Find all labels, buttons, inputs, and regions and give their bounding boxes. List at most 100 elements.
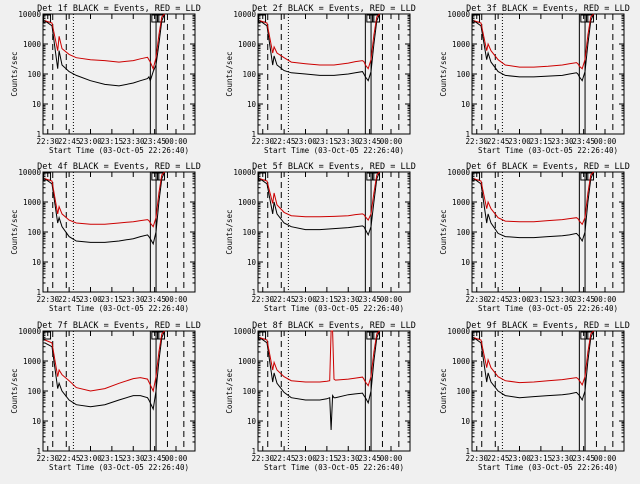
- x-tick-label: 00:00: [380, 295, 403, 304]
- y-tick-label: 10000: [18, 327, 41, 336]
- x-tick-label: 23:00: [294, 295, 317, 304]
- y-tick-label: 1: [36, 130, 41, 139]
- y-axis-label: Counts/sec: [10, 368, 19, 413]
- panel-title: Det 4f BLACK = Events, RED = LLD: [37, 162, 201, 172]
- y-tick-label: 100: [27, 228, 41, 237]
- x-tick-label: 23:45: [143, 137, 166, 146]
- x-tick-label: 23:45: [143, 454, 166, 463]
- lld-series-line: [473, 171, 594, 226]
- events-series-line: [259, 171, 381, 237]
- detector-panel: Det 6f BLACK = Events, RED = LLD 1 10 100 10…: [439, 162, 630, 313]
- x-tick-label: 23:30: [551, 137, 574, 146]
- y-tick-label: 1: [465, 447, 470, 456]
- x-tick-label: 23:00: [508, 137, 531, 146]
- x-tick-label: 22:45: [273, 454, 296, 463]
- marker-box: [580, 172, 589, 181]
- y-tick-label: 10000: [233, 327, 256, 336]
- y-tick-label: 10: [32, 417, 42, 426]
- detector-panel: Det 2f BLACK = Events, RED = LLD 1 10 100 10…: [225, 4, 416, 155]
- x-tick-label: 22:30: [465, 137, 488, 146]
- events-series-line: [44, 171, 166, 246]
- y-tick-label: 10: [32, 258, 42, 267]
- y-tick-label: 10: [247, 100, 257, 109]
- y-axis-label: Counts/sec: [439, 368, 448, 413]
- marker-box: [580, 331, 589, 340]
- y-tick-label: 10: [32, 100, 42, 109]
- x-tick-label: 00:00: [594, 454, 617, 463]
- events-series-line: [473, 330, 595, 402]
- x-axis-label: Start Time (03-Oct-05 22:26:40): [49, 304, 189, 313]
- x-tick-label: 22:30: [36, 137, 59, 146]
- y-axis-label: Counts/sec: [10, 51, 19, 96]
- detector-panel: Det 8f BLACK = Events, RED = LLD 1 10 100 10…: [225, 321, 416, 472]
- y-axis-label: Counts/sec: [225, 51, 234, 96]
- x-tick-label: 23:45: [572, 295, 595, 304]
- panel-title: Det 8f BLACK = Events, RED = LLD: [252, 321, 416, 331]
- y-tick-label: 1: [465, 130, 470, 139]
- y-tick-label: 1000: [23, 357, 42, 366]
- events-series-line: [44, 330, 166, 411]
- x-tick-label: 23:15: [101, 137, 124, 146]
- events-series-line: [473, 13, 595, 82]
- x-tick-label: 22:45: [58, 454, 81, 463]
- x-axis-label: Start Time (03-Oct-05 22:26:40): [49, 146, 189, 155]
- x-tick-label: 22:30: [251, 137, 274, 146]
- marker-box: [366, 14, 375, 23]
- x-tick-label: 23:15: [316, 295, 339, 304]
- detector-panel: Det 3f BLACK = Events, RED = LLD 1 10 100 10…: [439, 4, 630, 155]
- y-tick-label: 10000: [447, 327, 470, 336]
- lld-series-line: [44, 330, 165, 393]
- marker-box: [366, 331, 375, 340]
- x-tick-label: 22:30: [251, 454, 274, 463]
- x-tick-label: 00:00: [380, 454, 403, 463]
- y-tick-label: 1000: [238, 357, 257, 366]
- x-axis-label: Start Time (03-Oct-05 22:26:40): [264, 304, 404, 313]
- x-tick-label: 22:45: [58, 295, 81, 304]
- y-tick-label: 10000: [233, 10, 256, 19]
- x-tick-label: 23:30: [551, 295, 574, 304]
- events-series-line: [44, 13, 166, 87]
- x-tick-label: 00:00: [165, 295, 188, 304]
- lld-series-line: [44, 13, 165, 71]
- x-tick-label: 22:45: [487, 454, 510, 463]
- y-tick-label: 100: [242, 387, 256, 396]
- x-tick-label: 22:30: [251, 295, 274, 304]
- lld-series-line: [259, 330, 380, 387]
- y-tick-label: 10000: [18, 168, 41, 177]
- y-tick-label: 100: [242, 70, 256, 79]
- x-tick-label: 23:15: [101, 295, 124, 304]
- y-axis-label: Counts/sec: [10, 209, 19, 254]
- panel-title: Det 2f BLACK = Events, RED = LLD: [252, 4, 416, 14]
- x-tick-label: 23:30: [122, 454, 145, 463]
- detector-panel: Det 1f BLACK = Events, RED = LLD 1 10 100 10…: [10, 4, 201, 155]
- y-tick-label: 1000: [452, 357, 471, 366]
- y-axis-label: Counts/sec: [439, 209, 448, 254]
- x-axis-label: Start Time (03-Oct-05 22:26:40): [478, 304, 618, 313]
- x-axis-label: Start Time (03-Oct-05 22:26:40): [478, 463, 618, 472]
- y-tick-label: 100: [242, 228, 256, 237]
- x-tick-label: 23:00: [294, 454, 317, 463]
- y-tick-label: 100: [27, 387, 41, 396]
- x-tick-label: 23:45: [572, 137, 595, 146]
- x-tick-label: 23:00: [294, 137, 317, 146]
- panel-title: Det 7f BLACK = Events, RED = LLD: [37, 321, 201, 331]
- y-tick-label: 1000: [238, 198, 257, 207]
- panel-title: Det 3f BLACK = Events, RED = LLD: [466, 4, 630, 14]
- marker-box: [580, 14, 589, 23]
- detector-panel: Det 9f BLACK = Events, RED = LLD 1 10 100 10…: [439, 321, 630, 472]
- y-tick-label: 1000: [452, 40, 471, 49]
- detector-panel: Det 7f BLACK = Events, RED = LLD 1 10 100 10…: [10, 321, 201, 472]
- x-tick-label: 23:00: [508, 454, 531, 463]
- x-tick-label: 22:30: [465, 295, 488, 304]
- y-tick-label: 100: [456, 387, 470, 396]
- x-axis-label: Start Time (03-Oct-05 22:26:40): [264, 146, 404, 155]
- y-tick-label: 100: [456, 70, 470, 79]
- x-tick-label: 00:00: [165, 137, 188, 146]
- x-tick-label: 23:15: [530, 295, 553, 304]
- x-tick-label: 23:30: [122, 137, 145, 146]
- y-tick-label: 1000: [452, 198, 471, 207]
- x-tick-label: 23:30: [337, 137, 360, 146]
- panel-title: Det 9f BLACK = Events, RED = LLD: [466, 321, 630, 331]
